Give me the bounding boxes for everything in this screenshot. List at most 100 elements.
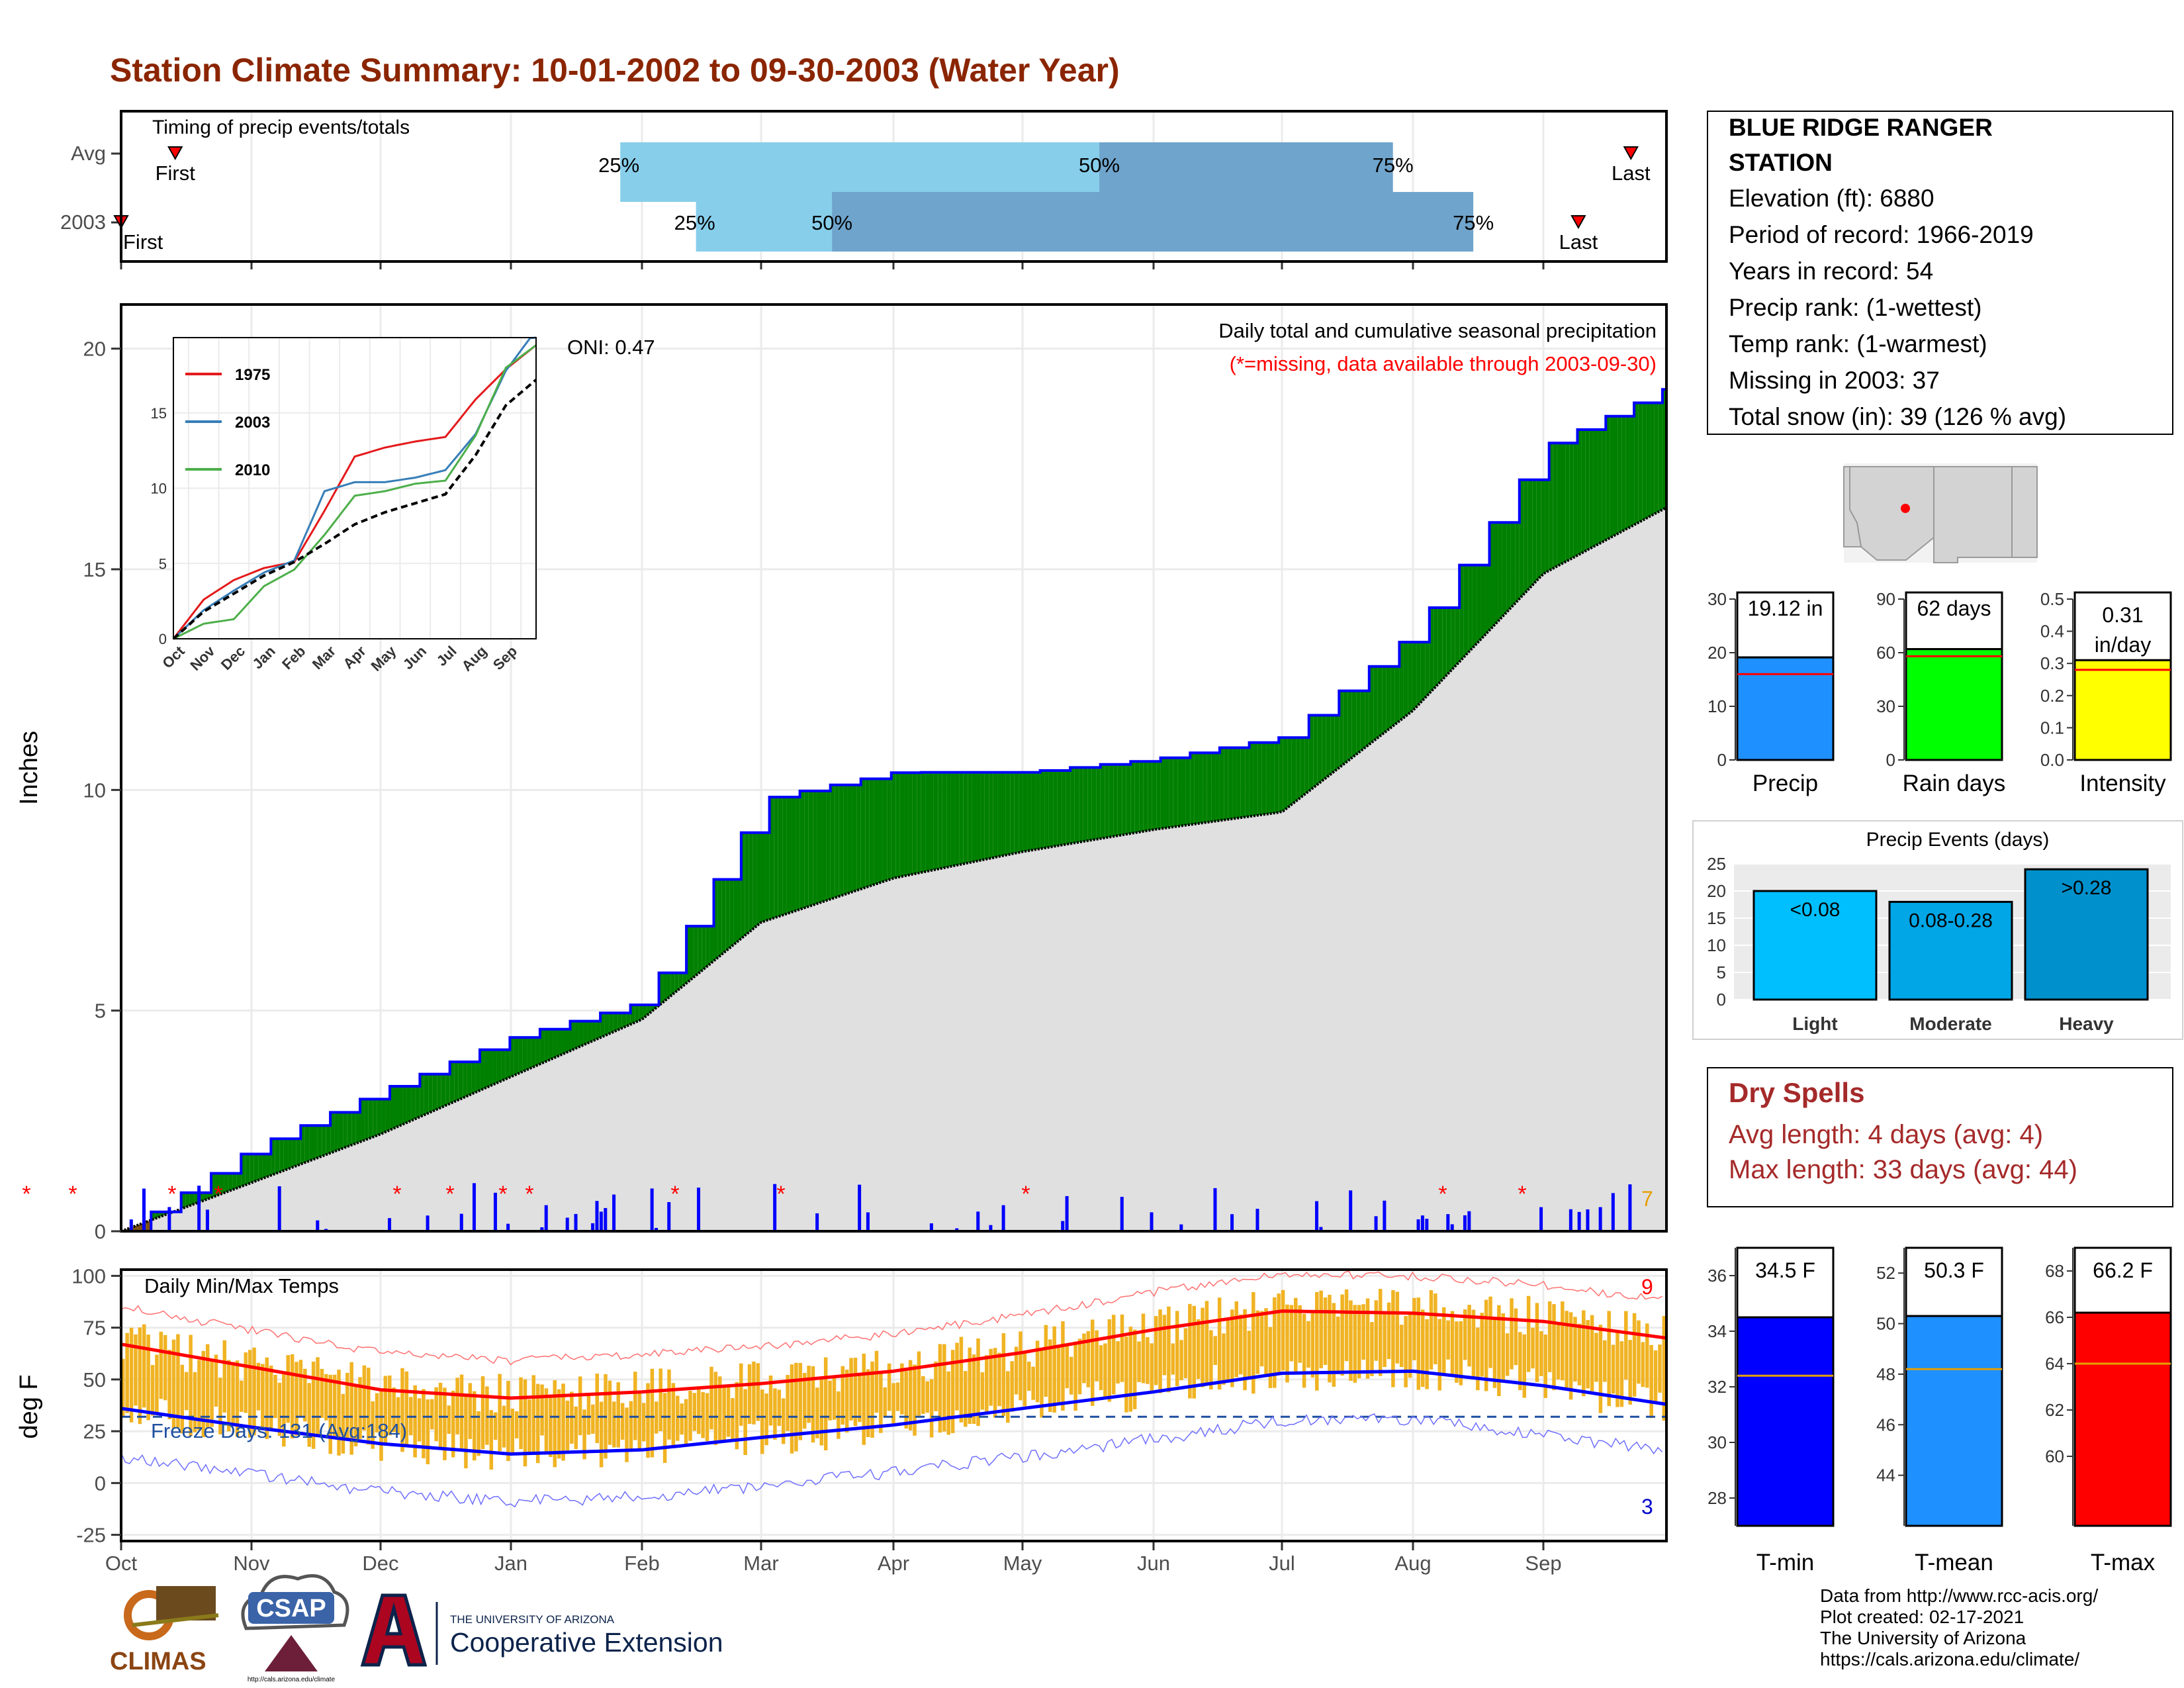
surplus-area [705,926,710,968]
daily-temp-bar [163,1335,167,1401]
surplus-area [224,1173,228,1194]
daily-temp-bar [858,1374,862,1423]
daily-precip-bar [1065,1196,1069,1231]
station-years: Years in record: 54 [1729,258,1933,285]
daily-temp-bar [1213,1336,1217,1366]
temp-sum-tick-label: 48 [1876,1364,1895,1384]
daily-temp-bar [1154,1316,1158,1385]
daily-temp-bar [756,1363,760,1421]
daily-temp-bar [1234,1301,1238,1378]
dry-spells-title: Dry Spells [1729,1077,1864,1108]
daily-temp-bar [371,1401,375,1449]
daily-temp-bar [743,1389,747,1455]
surplus-area [1515,522,1520,604]
daily-temp-bar [718,1376,722,1440]
daily-precip-bar [1539,1207,1543,1231]
surplus-area [1606,416,1610,540]
surplus-area [1070,767,1075,844]
daily-temp-bar [752,1361,756,1425]
surplus-area [1044,770,1049,849]
daily-precip-bar [667,1201,671,1231]
temp-sum-tick-label: 30 [1707,1432,1727,1452]
surplus-area [406,1086,412,1123]
surplus-area [1463,565,1469,657]
daily-precip-bar [197,1186,201,1231]
surplus-area [398,1086,403,1127]
surplus-area [690,926,694,980]
surplus-area [373,1099,377,1137]
surplus-area [381,1099,386,1134]
mini-tick-label: 0.3 [2040,653,2064,673]
last-event-label: Last [1612,162,1651,185]
csap-label-bg [248,1592,334,1624]
daily-temp-bar [1107,1319,1112,1402]
surplus-area [1573,443,1578,558]
timing-pct-50: 50% [811,211,852,234]
surplus-area [355,1112,361,1144]
map-west-region [1843,466,1862,547]
surplus-area [215,1173,220,1196]
surplus-area [1091,767,1097,841]
surplus-area [1498,522,1502,622]
mini-tick-label: 30 [1707,589,1727,609]
daily-temp-bar [1446,1320,1450,1360]
surplus-area [1614,416,1618,536]
surplus-area [1545,479,1549,573]
daily-temp-bar [1082,1333,1086,1383]
surplus-area [1420,641,1426,702]
surplus-area [666,972,671,1000]
surplus-area [596,1021,601,1040]
daily-temp-bar [295,1362,298,1436]
mini-tick-label: 0.4 [2040,622,2064,641]
daily-temp-bar [332,1374,337,1436]
daily-temp-bar [1069,1356,1073,1395]
dry-spells-frame [1707,1067,2173,1207]
daily-temp-bar [388,1375,392,1436]
daily-temp-bar [1429,1289,1433,1370]
missing-marker: * [214,1182,222,1207]
daily-temp-bar [1569,1312,1573,1400]
surplus-area [1057,770,1062,846]
surplus-area [1502,522,1507,617]
surplus-area [942,772,947,868]
missing-marker: * [525,1182,533,1207]
daily-temp-bar [1230,1309,1234,1387]
daily-precip-bar [426,1215,430,1231]
surplus-area [1638,402,1643,523]
surplus-area [950,772,955,867]
inset-line-1975 [172,344,537,639]
daily-temp-bar [485,1386,489,1445]
surplus-area [1036,772,1040,850]
daily-temp-bar [595,1374,599,1444]
map-arizona [1849,466,1934,561]
surplus-area [917,773,921,874]
daily-temp-bar [1484,1299,1488,1391]
surplus-area [1266,742,1271,814]
daily-temp-bar [790,1364,794,1454]
surplus-area [933,772,938,870]
daily-temp-bar [1171,1343,1175,1375]
temp-y-tick-label: 75 [83,1317,106,1340]
surplus-area [670,972,675,996]
daily-temp-bar [451,1390,455,1458]
surplus-area [1228,747,1233,820]
surplus-area [760,832,766,923]
daily-temp-bar [655,1401,659,1434]
surplus-area [1317,715,1322,785]
daily-temp-bar [1014,1346,1019,1395]
surplus-area [1126,764,1131,835]
events-bar-label: Light [1792,1013,1837,1034]
temp-sum-value-box [2073,1246,2172,1314]
daily-temp-bar [680,1403,684,1435]
daily-temp-bar [171,1339,176,1429]
surplus-area [565,1029,570,1053]
daily-temp-bar [1116,1341,1120,1384]
events-bar-Heavy [2024,868,2149,1001]
daily-temp-bar [290,1354,295,1438]
daily-temp-bar [1259,1311,1264,1367]
daily-temp-bar [819,1379,824,1446]
surplus-area [415,1086,420,1119]
daily-temp-bar [180,1364,185,1434]
surplus-area [1027,772,1032,851]
